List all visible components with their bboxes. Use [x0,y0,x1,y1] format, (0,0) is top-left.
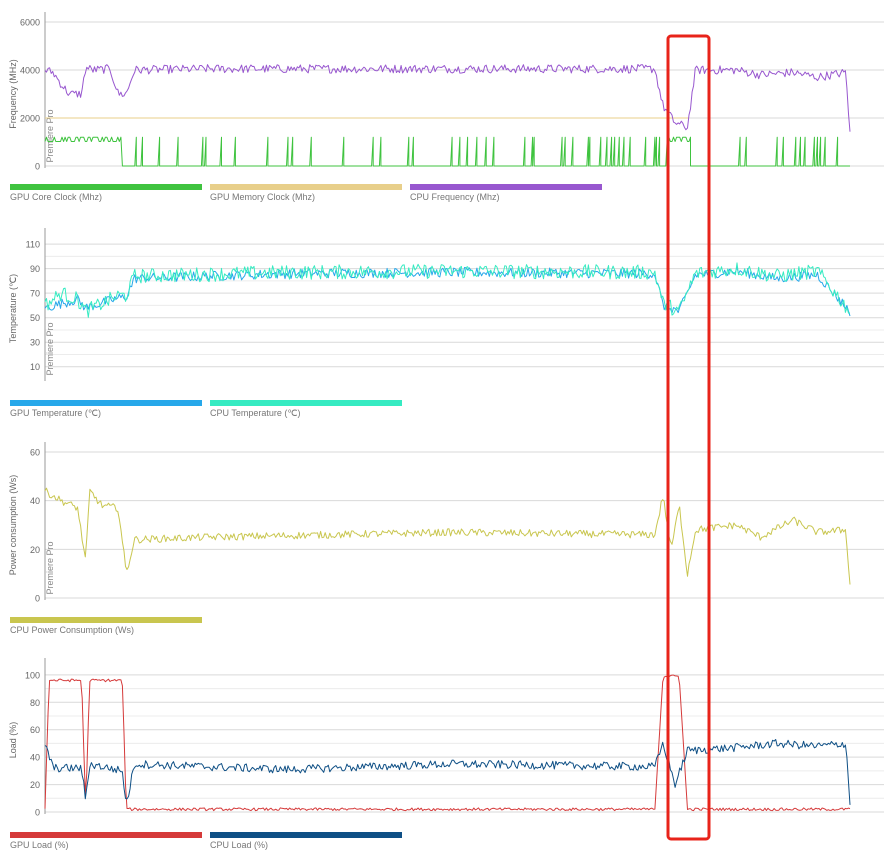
y-tick-label: 10 [30,362,40,372]
y-tick-label: 90 [30,264,40,274]
y-tick-label: 60 [30,448,40,458]
annotation-label: Premiere Pro [45,109,55,162]
legend-swatch [410,184,602,190]
legend-label: GPU Memory Clock (Mhz) [210,192,315,202]
y-axis-label: Load (%) [8,722,18,759]
legend-label: GPU Core Clock (Mhz) [10,192,102,202]
y-tick-label: 6000 [20,18,40,28]
series-line-2 [44,739,851,805]
y-axis-label: Power consumption (Ws) [8,475,18,576]
series-line-3 [44,64,851,132]
chart-panel-2: 10 30 50 70 90 110 Temperature (℃) Premiere Pro… [8,228,884,418]
legend-label: CPU Frequency (Mhz) [410,192,500,202]
y-tick-label: 4000 [20,66,40,76]
series-line-2 [44,262,850,318]
legend-label: CPU Temperature (℃) [210,408,300,418]
y-tick-label: 2000 [20,114,40,124]
y-tick-label: 100 [25,670,40,680]
series-line-1 [44,487,851,585]
annotation-label: Premiere Pro [45,541,55,594]
series-line-1 [44,674,851,812]
legend-label: GPU Load (%) [10,840,69,850]
legend-swatch [10,832,202,838]
legend-swatch [10,400,202,406]
legend-swatch [10,617,202,623]
annotation-label: Premiere Pro [45,322,55,375]
legend-swatch [210,400,402,406]
legend-label: CPU Power Consumption (Ws) [10,625,134,635]
legend-swatch [210,832,402,838]
y-tick-label: 80 [30,698,40,708]
legend-label: CPU Load (%) [210,840,268,850]
y-tick-label: 110 [26,240,40,250]
y-tick-label: 40 [30,753,40,763]
y-tick-label: 70 [30,289,40,299]
y-tick-label: 20 [30,545,40,555]
chart-panel-1: 0 2000 4000 6000 Frequency (MHz) Premiere Pro… [8,12,884,202]
y-tick-label: 20 [30,780,40,790]
legend-swatch [10,184,202,190]
chart-panel-4: 0 20 40 60 80 100 Load (%) GPU Load (%) CPU Load… [8,658,884,850]
y-axis-label: Frequency (MHz) [8,59,18,129]
y-tick-label: 60 [30,725,40,735]
y-tick-label: 0 [35,808,40,818]
legend-label: GPU Temperature (℃) [10,408,101,418]
series-line-1 [44,136,850,167]
legend-swatch [210,184,402,190]
y-tick-label: 0 [35,162,40,172]
chart-panel-3: 0 20 40 60 Power consumption (Ws) Premiere Pr… [8,442,884,635]
highlight-box [666,34,711,841]
y-tick-label: 0 [35,594,40,604]
y-tick-label: 50 [30,313,40,323]
y-tick-label: 30 [30,338,40,348]
y-tick-label: 40 [30,496,40,506]
y-axis-label: Temperature (℃) [8,274,18,343]
